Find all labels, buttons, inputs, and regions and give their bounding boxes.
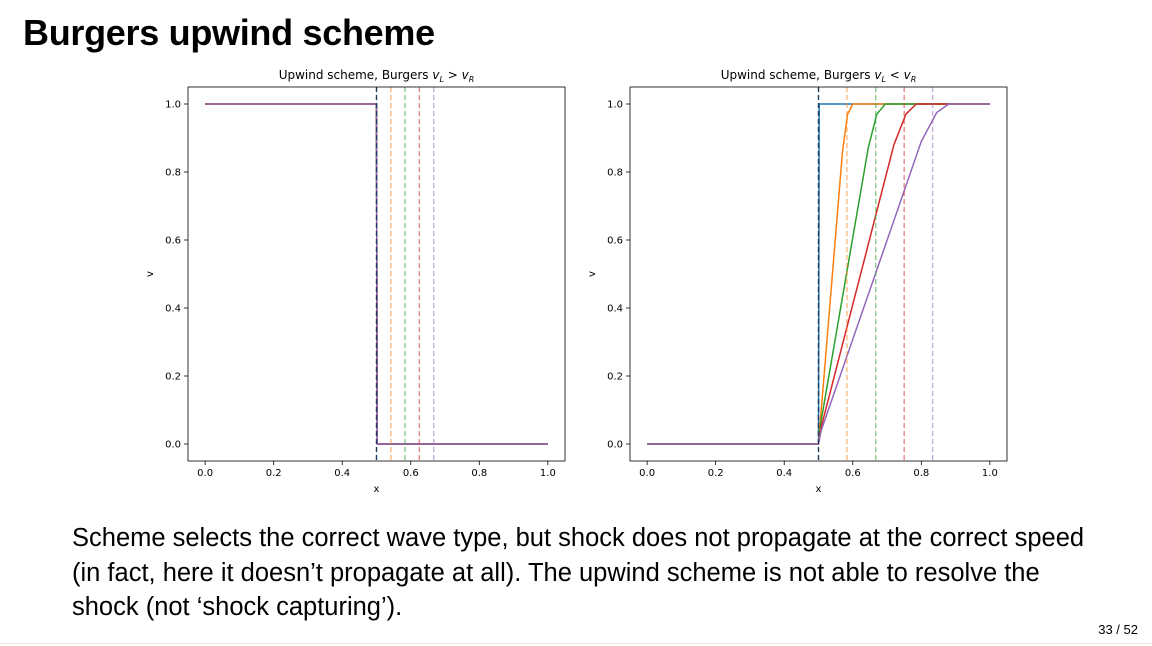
bottom-rule (0, 643, 1152, 644)
x-tick-label: 0.6 (403, 468, 419, 479)
x-tick-label: 0.4 (776, 468, 792, 479)
x-axis-label: x (816, 484, 822, 495)
x-tick-label: 1.0 (982, 468, 998, 479)
x-tick-label: 0.8 (471, 468, 487, 479)
y-tick-label: 0.8 (607, 168, 623, 179)
x-tick-label: 0.0 (639, 468, 655, 479)
slide-body-text: Scheme selects the correct wave type, bu… (72, 524, 1085, 621)
y-tick-label: 0.8 (165, 168, 181, 179)
y-axis-label: v (145, 271, 156, 277)
x-axis-label: x (374, 484, 380, 495)
x-tick-label: 0.4 (334, 468, 350, 479)
chart-left-svg: Upwind scheme, Burgers vL > vR 0.0 0.2 0.4 0… (145, 68, 566, 495)
y-axis-label: v (587, 271, 598, 277)
chart-right: Upwind scheme, Burgers vL < vR 0.0 0.2 0.4 0… (575, 62, 1035, 502)
y-tick-label: 0.6 (165, 236, 181, 247)
y-tick-label: 0.2 (607, 372, 623, 383)
y-tick-label: 0.2 (165, 372, 181, 383)
x-tick-label: 0.0 (197, 468, 213, 479)
x-tick-label: 0.6 (845, 468, 861, 479)
y-tick-label: 0.4 (607, 304, 623, 315)
y-tick-label: 0.0 (165, 440, 181, 451)
y-tick-label: 0.4 (165, 304, 181, 315)
x-tick-label: 0.8 (913, 468, 929, 479)
plot-frame (187, 86, 566, 462)
y-tick-label: 1.0 (607, 100, 623, 111)
chart-title: Upwind scheme, Burgers vL < vR (721, 68, 917, 84)
slide-title: Burgers upwind scheme (23, 12, 435, 53)
x-tick-label: 1.0 (540, 468, 556, 479)
x-tick-label: 0.2 (708, 468, 724, 479)
y-tick-label: 0.0 (607, 440, 623, 451)
y-tick-label: 0.6 (607, 236, 623, 247)
x-tick-label: 0.2 (266, 468, 282, 479)
plot-frame (629, 86, 1008, 462)
page-number: 33 / 52 (1098, 622, 1138, 637)
chart-title: Upwind scheme, Burgers vL > vR (279, 68, 475, 84)
chart-left: Upwind scheme, Burgers vL > vR 0.0 0.2 0.4 0… (133, 62, 593, 502)
chart-right-svg: Upwind scheme, Burgers vL < vR 0.0 0.2 0.4 0… (587, 68, 1008, 495)
y-tick-label: 1.0 (165, 100, 181, 111)
